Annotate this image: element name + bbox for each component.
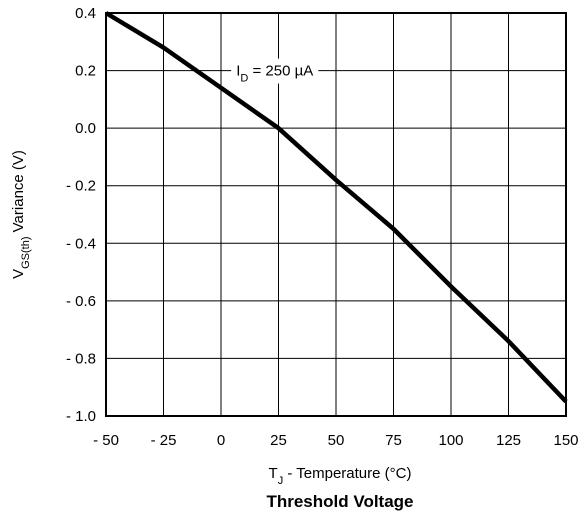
x-tick-label: - 25 [151, 432, 177, 449]
x-axis-label-rest: - Temperature (°C) [283, 465, 411, 482]
x-tick-label: 50 [328, 432, 345, 449]
y-tick-label: 0.2 [75, 63, 96, 80]
y-tick-label: - 0.4 [66, 235, 96, 252]
x-tick-label: - 50 [93, 432, 119, 449]
x-tick-label: 75 [385, 432, 402, 449]
annotation-rest: = 250 µA [248, 63, 313, 80]
y-tick-label: - 0.6 [66, 293, 96, 310]
plot-frame [105, 12, 567, 417]
y-tick-label: - 1.0 [66, 408, 96, 425]
annotation-background [231, 58, 319, 84]
x-tick-label: 25 [270, 432, 287, 449]
y-tick-labels: 0.4 0.2 0.0 - 0.2 - 0.4 - 0.6 - 0.8 - 1.0 [66, 5, 96, 425]
x-tick-label: 100 [438, 432, 463, 449]
chart-title: Threshold Voltage [266, 492, 413, 511]
y-tick-label: 0.0 [75, 120, 96, 137]
x-tick-labels: - 50 - 25 0 25 50 75 100 125 150 [93, 432, 578, 449]
current-annotation: ID = 250 µA [236, 63, 313, 85]
y-tick-label: 0.4 [75, 5, 96, 22]
annotation-main: I [236, 63, 240, 80]
annotation-sub: D [240, 73, 248, 85]
y-axis-label-main: V [10, 269, 27, 279]
grid [105, 12, 567, 417]
x-axis-label: TJ - Temperature (°C) [269, 465, 412, 487]
y-tick-label: - 0.8 [66, 350, 96, 367]
x-tick-label: 0 [217, 432, 225, 449]
y-axis-label-sub: GS(th) [20, 237, 32, 269]
x-tick-label: 150 [553, 432, 578, 449]
y-axis-label: VGS(th) Variance (V) [10, 150, 32, 279]
y-axis-label-rest: Variance (V) [10, 150, 27, 236]
series-line [104, 11, 568, 404]
y-tick-label: - 0.2 [66, 178, 96, 195]
x-axis-label-main: T [269, 465, 278, 482]
plot-area [104, 11, 568, 404]
x-axis-label-sub: J [278, 475, 284, 487]
x-tick-label: 125 [496, 432, 521, 449]
